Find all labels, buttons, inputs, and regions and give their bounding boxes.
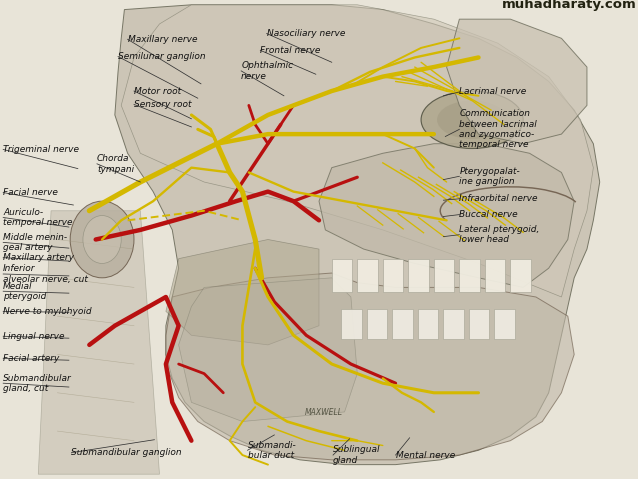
- Text: Semilunar ganglion: Semilunar ganglion: [118, 52, 205, 61]
- Text: Middle menin-
geal artery: Middle menin- geal artery: [3, 233, 68, 252]
- Text: Pterygopalat-
ine ganglion: Pterygopalat- ine ganglion: [459, 167, 520, 186]
- Text: Nerve to mylohyoid: Nerve to mylohyoid: [3, 307, 92, 316]
- Polygon shape: [115, 5, 600, 465]
- Polygon shape: [166, 240, 319, 345]
- Ellipse shape: [437, 101, 507, 139]
- Text: Ophthalmic
nerve: Ophthalmic nerve: [241, 61, 293, 80]
- Text: Communication
between lacrimal
and zygomatico-
temporal nerve: Communication between lacrimal and zygom…: [459, 109, 537, 149]
- Text: Chorda
tympani: Chorda tympani: [97, 154, 134, 173]
- Text: Lateral pterygoid,
lower head: Lateral pterygoid, lower head: [459, 225, 540, 244]
- Text: Facial artery: Facial artery: [3, 354, 59, 363]
- Bar: [485, 259, 505, 292]
- Ellipse shape: [421, 91, 523, 148]
- Bar: [408, 259, 429, 292]
- Polygon shape: [166, 273, 574, 460]
- Text: Lacrimal nerve: Lacrimal nerve: [459, 88, 526, 96]
- Polygon shape: [121, 5, 593, 297]
- Text: Nasociliary nerve: Nasociliary nerve: [267, 29, 345, 38]
- Text: Buccal nerve: Buccal nerve: [459, 210, 518, 219]
- Text: Infraorbital nerve: Infraorbital nerve: [459, 194, 538, 203]
- Bar: [443, 309, 464, 339]
- Text: Frontal nerve: Frontal nerve: [260, 46, 321, 55]
- Text: Submandibular
gland, cut: Submandibular gland, cut: [3, 374, 72, 393]
- Polygon shape: [38, 211, 160, 474]
- Text: Maxillary nerve: Maxillary nerve: [128, 35, 197, 44]
- Polygon shape: [179, 278, 357, 422]
- Bar: [434, 259, 454, 292]
- Ellipse shape: [70, 201, 134, 278]
- Text: Mental nerve: Mental nerve: [396, 451, 455, 459]
- Text: Sensory root: Sensory root: [134, 100, 191, 109]
- Text: Sublingual
gland: Sublingual gland: [333, 445, 380, 465]
- Text: Auriculo-
temporal nerve: Auriculo- temporal nerve: [3, 208, 73, 227]
- Text: Lingual nerve: Lingual nerve: [3, 332, 64, 341]
- Text: Medial
pterygoid: Medial pterygoid: [3, 282, 47, 301]
- Bar: [392, 309, 413, 339]
- Polygon shape: [319, 144, 574, 287]
- Text: Submandi-
bular duct: Submandi- bular duct: [248, 441, 296, 460]
- Text: Facial nerve: Facial nerve: [3, 188, 58, 197]
- Bar: [494, 309, 515, 339]
- Bar: [341, 309, 362, 339]
- Bar: [357, 259, 378, 292]
- Text: Inferior
alveolar nerve, cut: Inferior alveolar nerve, cut: [3, 264, 88, 284]
- Bar: [332, 259, 352, 292]
- Bar: [383, 259, 403, 292]
- Text: Submandibular ganglion: Submandibular ganglion: [71, 448, 182, 457]
- Text: Motor root: Motor root: [134, 87, 181, 95]
- Bar: [459, 259, 480, 292]
- Bar: [367, 309, 387, 339]
- Polygon shape: [447, 19, 587, 144]
- Bar: [510, 259, 531, 292]
- Text: MAXWELL: MAXWELL: [305, 409, 343, 417]
- Ellipse shape: [83, 216, 121, 263]
- Text: Maxillary artery: Maxillary artery: [3, 253, 74, 262]
- Text: Trigeminal nerve: Trigeminal nerve: [3, 145, 79, 154]
- Bar: [469, 309, 489, 339]
- Bar: [418, 309, 438, 339]
- Text: muhadharaty.com: muhadharaty.com: [502, 0, 637, 11]
